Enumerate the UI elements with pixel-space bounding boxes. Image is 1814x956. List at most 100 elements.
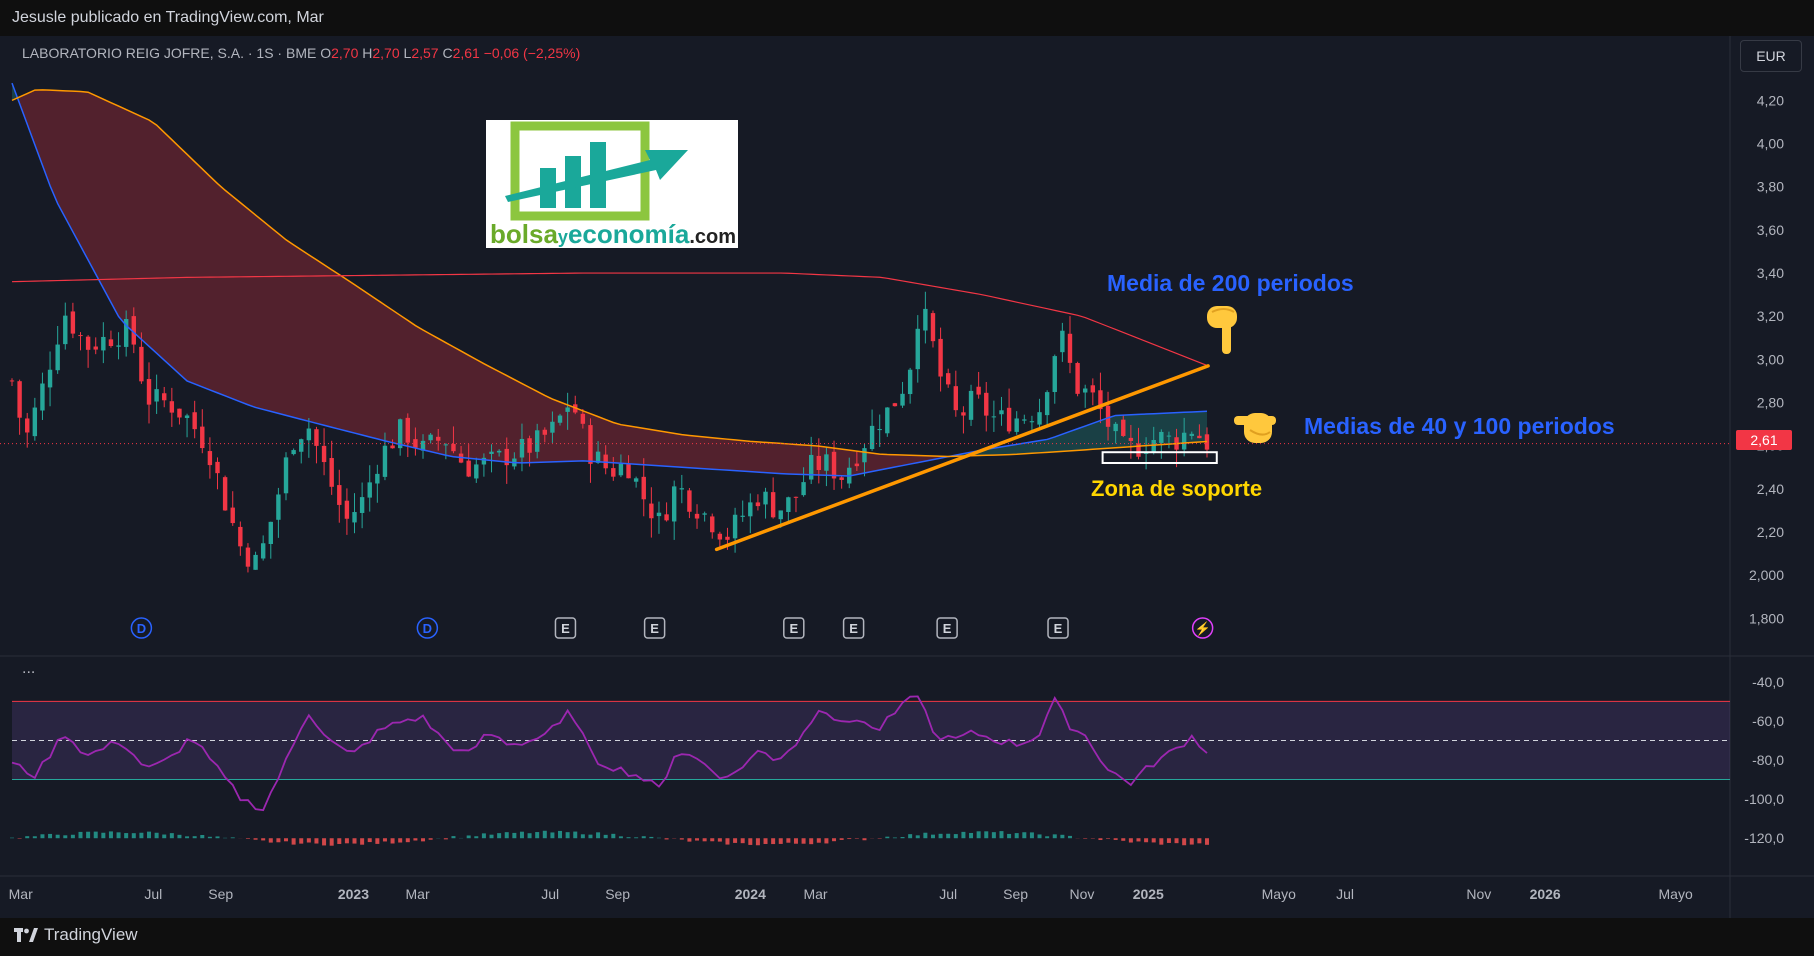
candle-body [603, 454, 608, 469]
histogram-bar [839, 838, 844, 840]
earnings-event-marker [643, 617, 666, 639]
candle-body [786, 497, 791, 512]
indicator-menu-dots[interactable]: ... [22, 660, 36, 677]
candle-body [9, 380, 15, 382]
histogram-bar [733, 838, 738, 843]
legend-change: −0,06 (−2,25%) [483, 45, 581, 61]
candle-body [808, 454, 814, 480]
histogram-bar [748, 838, 753, 845]
candle-body [862, 448, 867, 463]
ma200-line [11, 272, 1208, 367]
histogram-bar [923, 832, 928, 839]
candle-body [1166, 435, 1172, 437]
candle-body [260, 543, 266, 559]
candle-body [108, 339, 114, 347]
histogram-bar [649, 836, 654, 839]
histogram-bar [535, 832, 540, 839]
candle-body [778, 510, 783, 520]
histogram-bar [824, 838, 829, 844]
rsi-tick-label: -100,0 [1744, 791, 1784, 807]
histogram-bar [200, 834, 205, 839]
candle-body [337, 485, 342, 505]
histogram-bar [664, 838, 669, 840]
legend-l-label: L [403, 45, 412, 61]
histogram-bar [596, 832, 601, 839]
candle-body [885, 407, 890, 434]
histogram-bar [253, 838, 258, 840]
histogram-bar [1166, 838, 1171, 843]
legend-close: 2,61 [452, 45, 480, 61]
histogram-bar [603, 834, 608, 839]
histogram-bar [124, 833, 129, 839]
candle-body [253, 554, 258, 570]
currency-button[interactable]: EUR [1740, 40, 1802, 72]
symbol-legend[interactable]: LABORATORIO REIG JOFRE, S.A. · 1S · BME … [22, 45, 580, 61]
histogram-bar [999, 831, 1004, 839]
earnings-event-marker [554, 617, 577, 639]
histogram-bar [695, 838, 700, 841]
histogram-bar [946, 833, 951, 839]
candle-body [557, 415, 563, 423]
candle-body [397, 419, 403, 449]
candle-body [25, 418, 30, 433]
histogram-bar [451, 836, 456, 839]
candle-body [420, 440, 426, 451]
candle-body [626, 464, 631, 479]
candle-body [869, 425, 875, 450]
histogram-bar [1159, 838, 1164, 845]
candle-body [687, 490, 692, 512]
histogram-bar [1083, 838, 1088, 839]
candle-body [1128, 437, 1134, 441]
candle-body [580, 413, 586, 424]
candle-body [748, 502, 753, 517]
price-tick-label: 4,20 [1757, 92, 1784, 108]
rsi-tick-label: -60,0 [1752, 713, 1784, 729]
histogram-bar [291, 838, 296, 845]
candle-body [671, 486, 677, 522]
histogram-bar [786, 838, 791, 843]
footer-bar [0, 918, 1814, 956]
pointing-down-hand-icon [1207, 306, 1237, 354]
histogram-bar [976, 831, 981, 839]
candle-body [915, 328, 920, 370]
histogram-bar [1144, 838, 1149, 843]
histogram-bar [299, 838, 304, 844]
candle-body [207, 451, 213, 466]
histogram-bar [162, 834, 167, 839]
price-tick-label: 1,800 [1749, 610, 1784, 626]
time-tick-label: 2023 [338, 886, 369, 902]
tradingview-brand[interactable]: TradingView [14, 925, 138, 945]
price-tick-label: 3,40 [1757, 265, 1784, 281]
histogram-bar [215, 836, 220, 839]
svg-text:2,61: 2,61 [1750, 432, 1777, 448]
histogram-bar [382, 838, 387, 842]
rsi-pane [10, 695, 1730, 846]
candle-body [177, 408, 182, 418]
candle-body [382, 445, 388, 477]
histogram-bar [588, 834, 593, 839]
event-label: D [137, 621, 146, 636]
histogram-bar [892, 837, 897, 839]
candle-body [55, 344, 60, 371]
ma100-line [11, 89, 1208, 458]
annotation-ma200: Media de 200 periodos [1107, 270, 1354, 296]
histogram-bar [1151, 838, 1156, 843]
logo-bolsa: bolsa [490, 219, 558, 249]
price-tick-label: 2,80 [1757, 395, 1784, 411]
time-tick-label: 2025 [1133, 886, 1164, 902]
histogram-bar [245, 838, 250, 839]
histogram-bar [276, 838, 281, 843]
candle-body [1098, 390, 1103, 410]
histogram-bar [542, 830, 547, 839]
histogram-bar [832, 838, 837, 842]
candle-body [352, 512, 357, 523]
chart-canvas[interactable]: 4,204,003,803,603,403,203,002,802,602,40… [0, 0, 1814, 918]
time-tick-label: Mayo [1659, 886, 1693, 902]
histogram-bar [421, 838, 426, 842]
candle-body [976, 386, 981, 395]
histogram-bar [185, 836, 190, 839]
histogram-bar [413, 838, 418, 841]
rsi-line [11, 695, 1208, 812]
candle-body [1090, 385, 1096, 393]
histogram-bar [63, 835, 68, 839]
